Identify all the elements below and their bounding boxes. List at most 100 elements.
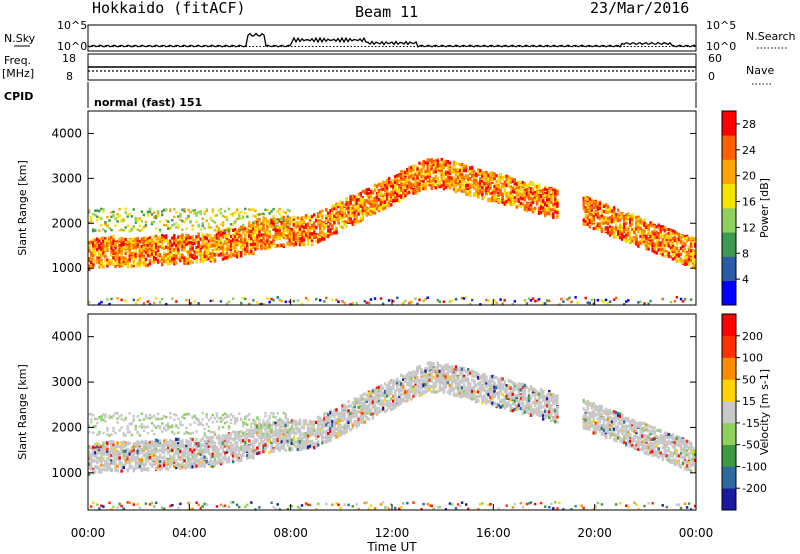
power-cell (621, 232, 624, 236)
power-cell (503, 183, 506, 188)
power-cell (469, 177, 472, 181)
power-cell (406, 186, 409, 190)
power-cell (614, 229, 618, 233)
power-cell (424, 161, 427, 165)
power-cell (621, 228, 624, 232)
power-cell (665, 227, 669, 231)
power-cell (639, 217, 642, 221)
velocity-cell (104, 441, 107, 445)
power-cell (410, 182, 413, 186)
power-cell (657, 226, 660, 230)
power-cell (185, 227, 188, 230)
power-cell (146, 237, 150, 241)
power-cell (357, 220, 360, 224)
power-cell (396, 296, 399, 300)
power-cell (233, 228, 237, 232)
power-cell (521, 190, 525, 194)
power-cell (150, 222, 154, 226)
velocity-cell (100, 415, 103, 418)
power-cell (298, 223, 302, 228)
power-cell (556, 209, 559, 213)
power-cell (118, 260, 121, 264)
power-cell (329, 232, 332, 236)
power-cell (677, 258, 681, 262)
power-cell (371, 211, 375, 215)
power-cell (694, 262, 697, 267)
power-cell (531, 200, 535, 204)
power-cell (122, 229, 125, 232)
power-cell (163, 208, 166, 212)
power-cell (116, 213, 119, 216)
power-cell (235, 252, 239, 256)
power-cell (183, 261, 186, 266)
power-cell (118, 261, 121, 266)
power-cell (199, 244, 202, 248)
power-cell (138, 229, 142, 232)
power-cell (426, 158, 429, 162)
power-cell (144, 220, 148, 224)
power-cell (337, 202, 340, 206)
power-cell (493, 199, 496, 203)
power-cell (606, 210, 610, 214)
power-cell (120, 218, 123, 222)
power-cell (130, 264, 134, 268)
power-cell (282, 235, 286, 239)
power-cell (177, 248, 180, 252)
power-cell (274, 220, 277, 224)
power-cell (331, 232, 334, 236)
power-cell (351, 212, 354, 216)
power-cell (625, 221, 628, 225)
power-cell (88, 245, 91, 250)
power-cell (191, 241, 194, 245)
power-cell (479, 189, 482, 193)
velocity-cell (132, 454, 136, 458)
power-cell (96, 248, 99, 252)
velocity-cell (102, 446, 105, 450)
power-cell (525, 192, 529, 197)
power-cell (225, 228, 229, 232)
power-cell (353, 214, 356, 218)
power-cell (132, 257, 136, 261)
power-cell (250, 229, 253, 234)
velocity-cell (132, 467, 136, 471)
power-cell (365, 199, 369, 203)
power-cell (432, 177, 435, 181)
power-cell (290, 231, 294, 235)
power-cell (612, 298, 616, 301)
power-cell (507, 175, 510, 179)
power-cell (497, 175, 500, 179)
power-cell (300, 302, 304, 306)
power-cell (203, 247, 206, 251)
power-cell (641, 233, 644, 237)
power-cell (120, 252, 123, 256)
power-cell (623, 235, 626, 239)
velocity-cell (130, 454, 134, 458)
power-cell (94, 260, 97, 264)
power-cell (402, 302, 405, 305)
power-cell (691, 259, 695, 263)
power-cell (503, 181, 506, 185)
power-cell (90, 215, 93, 219)
power-cell (92, 248, 95, 252)
velocity-cell (94, 443, 97, 447)
power-cell (102, 208, 105, 211)
power-cell (327, 225, 330, 229)
power-cell (276, 225, 279, 229)
power-cell (586, 220, 590, 224)
power-cell (142, 242, 146, 246)
power-cell (209, 237, 213, 242)
power-cell (325, 214, 328, 218)
power-colorbar-label: 20 (742, 170, 756, 183)
power-cell (412, 168, 415, 172)
power-cell (663, 233, 667, 237)
power-cell (460, 163, 464, 167)
power-cell (404, 194, 407, 198)
power-cell (90, 219, 93, 223)
power-cell (183, 248, 186, 252)
power-cell (177, 235, 180, 239)
power-cell (302, 230, 306, 234)
power-cell (552, 215, 555, 220)
power-cell (213, 214, 217, 217)
power-cell (623, 225, 626, 230)
power-cell (315, 215, 318, 220)
